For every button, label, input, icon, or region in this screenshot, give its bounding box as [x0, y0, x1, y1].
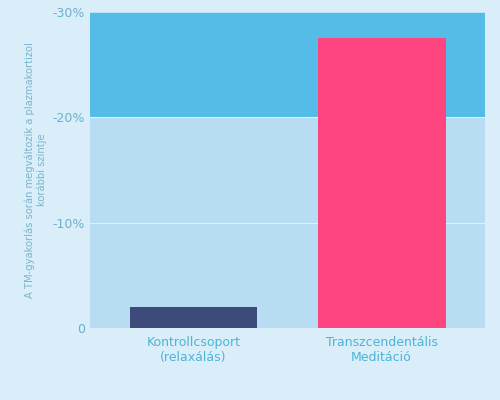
Bar [130, 307, 258, 328]
Bar [318, 38, 446, 328]
Bar [90, 12, 485, 117]
Y-axis label: A TM-gyakorlás során megváltozik a plazmakortizol
korábbi szintje: A TM-gyakorlás során megváltozik a plazm… [24, 42, 47, 298]
